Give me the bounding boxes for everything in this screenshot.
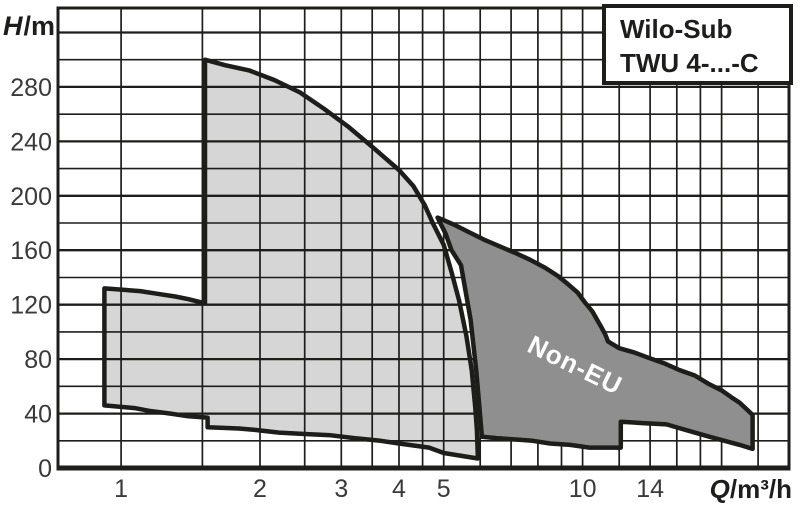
region-light-outline xyxy=(102,57,481,461)
x-tick-label: 4 xyxy=(392,475,406,503)
model-title-box: Wilo-Sub TWU 4-...-C xyxy=(602,4,793,85)
y-tick-label: 160 xyxy=(10,237,52,265)
region-non-eu xyxy=(435,215,755,452)
y-tick-label: 200 xyxy=(10,183,52,211)
y-tick-label: 0 xyxy=(38,455,52,483)
y-tick-label: 240 xyxy=(10,128,52,156)
y-tick-label: 80 xyxy=(24,346,52,374)
x-tick-label: 10 xyxy=(569,475,597,503)
brand-line: Wilo-Sub xyxy=(620,14,733,44)
x-tick-label: 3 xyxy=(334,475,348,503)
x-axis-variable: Q xyxy=(709,474,730,504)
y-tick-label: 40 xyxy=(24,401,52,429)
x-tick-label: 5 xyxy=(437,475,451,503)
x-tick-label: 1 xyxy=(114,475,128,503)
y-axis-title: H/m xyxy=(3,11,55,42)
y-axis-variable: H xyxy=(3,11,23,41)
x-tick-label: 2 xyxy=(253,475,267,503)
x-axis-unit: /m³/h xyxy=(729,474,792,504)
y-axis-unit: /m xyxy=(23,11,56,41)
x-axis-title: Q/m³/h xyxy=(710,474,792,505)
model-line: TWU 4-...-C xyxy=(620,48,759,78)
x-tick-label: 14 xyxy=(636,475,664,503)
y-tick-label: 120 xyxy=(10,292,52,320)
y-tick-label: 280 xyxy=(10,74,52,102)
